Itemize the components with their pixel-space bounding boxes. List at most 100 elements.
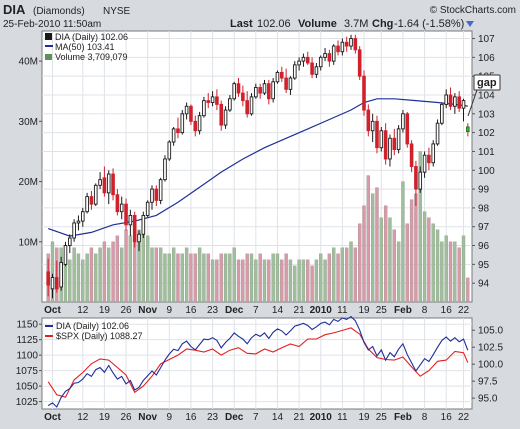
volume-bar [435,229,440,303]
volume-bar [362,205,366,303]
candle-body [366,109,371,132]
candle-body [258,87,262,94]
candle-body [206,100,211,103]
watermark: © StockCharts.com [430,5,516,16]
candle-body [418,171,423,190]
legend-ma: MA(50) 103.41 [55,42,115,52]
price-tick-label: 102 [478,128,495,139]
candle-body [132,214,137,243]
compare-date-label: Dec [225,412,244,423]
date-tick-label: 16 [441,305,453,316]
price-tick-label: 99 [478,185,490,196]
dia-tick-label: 95.0 [478,394,498,405]
volume-bar [396,241,401,303]
candle-body [68,237,72,246]
dia-tick-label: 102.5 [478,343,503,354]
volume-bar [50,241,55,303]
date-tick-label: 7 [253,305,259,316]
candle-body [297,60,301,66]
candle-body [80,211,85,222]
date-tick-label: 12 [77,305,89,316]
candle-body [336,45,340,53]
candle-body [344,41,349,47]
legend-dia: DIA (Daily) 102.06 [56,321,129,331]
candle-body [46,271,50,286]
gap-pointer [467,89,478,117]
volume-bar [370,193,375,303]
candle-body [275,71,280,83]
volume-bar [453,241,457,303]
volume-bar [232,247,236,303]
date-tick-label: 19 [99,305,111,316]
volume-bar [193,253,197,303]
volume-bar [228,253,232,303]
volume-bar [137,229,141,303]
candle-body [50,277,55,290]
candle-body [128,214,133,226]
candle-body [375,120,379,149]
candle-body [435,122,440,145]
price-date-axis: Oct 12 19 26 Nov 9 16 23 Dec 7 14 21 2010 11 19 25 Feb 8 1… [44,305,469,316]
volume-bar [262,259,267,303]
candle-body [145,201,150,216]
volume-bar [241,259,245,303]
compare-date-label: 7 [253,412,259,423]
candle-body [176,128,180,134]
volume-bar [271,253,275,303]
candle-body [115,194,120,213]
volume-bar [297,259,301,303]
volume-bar [102,241,107,303]
date-tick-label: 11 [337,305,348,316]
volume-bar [94,253,98,303]
volume-bar [124,229,128,303]
volume-bar [202,253,206,303]
candle-body [323,53,327,58]
price-legend: DIA (Daily) 102.06 MA(50) 103.41 Volume … [45,32,128,62]
candle-body [292,64,297,79]
spx-axis: 1025 1050 1075 1100 1125 1150 [16,320,42,408]
price-tick-label: 101 [478,147,495,158]
candle-body [223,109,228,126]
price-tick-label: 104 [478,90,495,101]
compare-date-label: 19 [358,412,370,423]
volume-bar [150,247,154,303]
candle-body [150,188,154,203]
candle-body [427,154,431,164]
candle-body [357,49,362,77]
compare-date-label: 22 [458,412,470,423]
volume-bar [383,205,388,303]
volume-bar [401,181,405,303]
gap-label-box [473,74,501,91]
candle-body [141,214,146,235]
volume-tick-label: 20M [19,177,38,188]
volume-bar [76,253,81,303]
candle-body [89,196,94,205]
volume-bar [280,259,284,303]
volume-bar [107,247,111,303]
volume-bar [267,259,271,303]
volume-bar [171,247,176,303]
chg-label: Chg [372,18,393,30]
candle-body [98,179,102,186]
compare-date-label: 9 [167,412,173,423]
volume-bar [98,247,102,303]
volume-bar [249,253,254,303]
date-tick-label: 26 [120,305,132,316]
candle-body [305,56,310,64]
compare-date-label: Oct [44,412,61,423]
date-tick-label: 25 [376,305,388,316]
volume-bar [340,247,345,303]
date-tick-label: 22 [458,305,470,316]
volume-bar [111,241,115,303]
compare-date-label: 16 [441,412,453,423]
candle-body [280,71,284,79]
candle-body [154,188,159,201]
volume-bar [176,253,180,303]
volume-bar [163,253,167,303]
volume-label: Volume [298,18,337,30]
volume-bar [258,253,262,303]
volume-bar [210,259,215,303]
price-tick-label: 103 [478,109,495,120]
volume-tick-label: 40M [19,57,38,68]
